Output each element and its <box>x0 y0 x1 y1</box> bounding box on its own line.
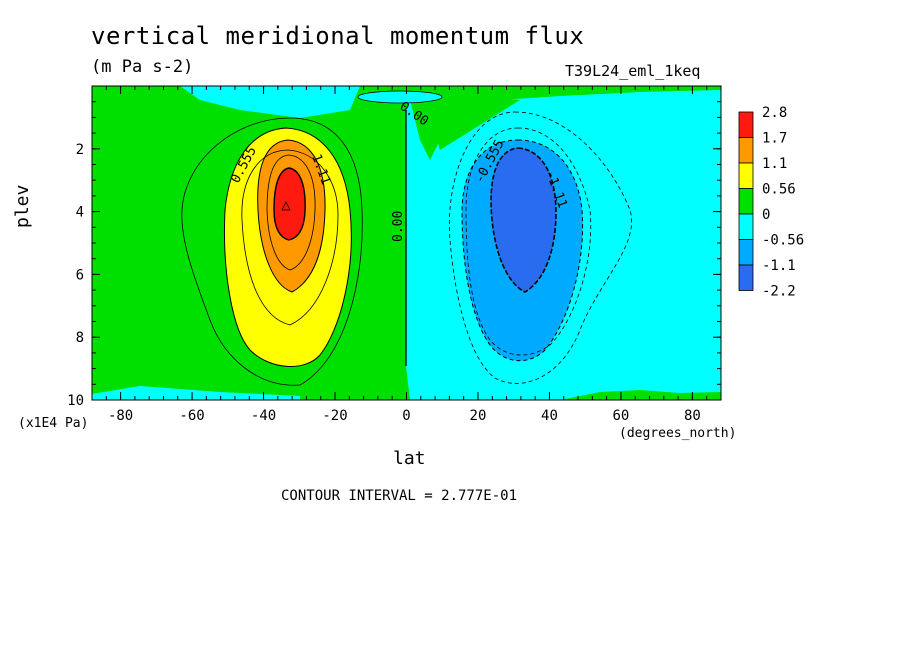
colorbar-label: -0.56 <box>762 233 804 249</box>
x-axis-unit: (degrees_north) <box>619 426 737 441</box>
x-tick-label: -40 <box>251 408 276 424</box>
colorbar-label: 1.7 <box>762 131 787 147</box>
colorbar-swatch <box>738 137 754 164</box>
x-tick-label: 60 <box>613 408 630 424</box>
y-tick-label: 4 <box>76 205 84 221</box>
x-axis-label: lat <box>393 448 426 469</box>
contour-line-pos-1.39 <box>266 154 316 271</box>
x-tick-label: -20 <box>322 408 347 424</box>
y-tick-label: 2 <box>76 142 84 158</box>
region-cyan-top-island <box>357 90 443 104</box>
contour-fill--1.1 <box>490 147 557 293</box>
contour-label: 0.00 <box>391 211 406 242</box>
y-tick-label: 6 <box>76 267 84 283</box>
region-near-zero-top-right <box>425 92 520 150</box>
colorbar-swatch <box>738 111 754 138</box>
colorbar-label: 1.1 <box>762 156 787 172</box>
colorbar-label: -2.2 <box>762 284 796 300</box>
y-tick-label: 8 <box>76 330 84 346</box>
max-marker <box>281 201 291 211</box>
colorbar-swatch <box>738 239 754 266</box>
axes: -80 -60 -40 -20 0 20 40 60 80 2 4 6 8 10 <box>67 86 722 424</box>
x-tick-label: 40 <box>541 408 558 424</box>
x-tick-label: 80 <box>684 408 701 424</box>
colorbar-swatch <box>738 213 754 240</box>
colorbar: 2.8 1.7 1.1 0.56 0 -0.56 -1.1 -2.2 <box>738 105 804 300</box>
contour-interval-label: CONTOUR INTERVAL = 2.777E-01 <box>281 488 518 504</box>
contour-line-neg-0.28 <box>448 111 632 384</box>
contour-line-neg-0.83 <box>465 127 592 356</box>
x-tick-label: 0 <box>402 408 410 424</box>
x-tick-label: -80 <box>108 408 133 424</box>
colorbar-swatch <box>738 264 754 291</box>
run-label: T39L24_eml_1keq <box>565 62 701 80</box>
colorbar-swatch <box>738 162 754 189</box>
x-tick-label: 20 <box>470 408 487 424</box>
x-tick-label: -60 <box>179 408 204 424</box>
contour-fill-1.7 <box>273 167 306 241</box>
region-cyan-top-left <box>180 86 360 118</box>
colorbar-label: 2.8 <box>762 105 787 121</box>
region-cyan-left-bottom <box>92 386 300 400</box>
chart-units: (m Pa s-2) <box>91 57 194 77</box>
contour-line-pos-0.28 <box>181 117 363 386</box>
colorbar-swatch <box>738 188 754 215</box>
chart-title: vertical meridional momentum flux <box>91 22 585 50</box>
colorbar-label: -1.1 <box>762 258 796 274</box>
region-near-zero-bottom-right <box>380 366 721 400</box>
y-axis-unit: (x1E4 Pa) <box>18 416 89 431</box>
colorbar-label: 0.56 <box>762 182 796 198</box>
contour-line-pos-0.83 <box>241 149 339 326</box>
colorbar-label: 0 <box>762 207 770 223</box>
y-tick-label: 10 <box>67 393 84 409</box>
